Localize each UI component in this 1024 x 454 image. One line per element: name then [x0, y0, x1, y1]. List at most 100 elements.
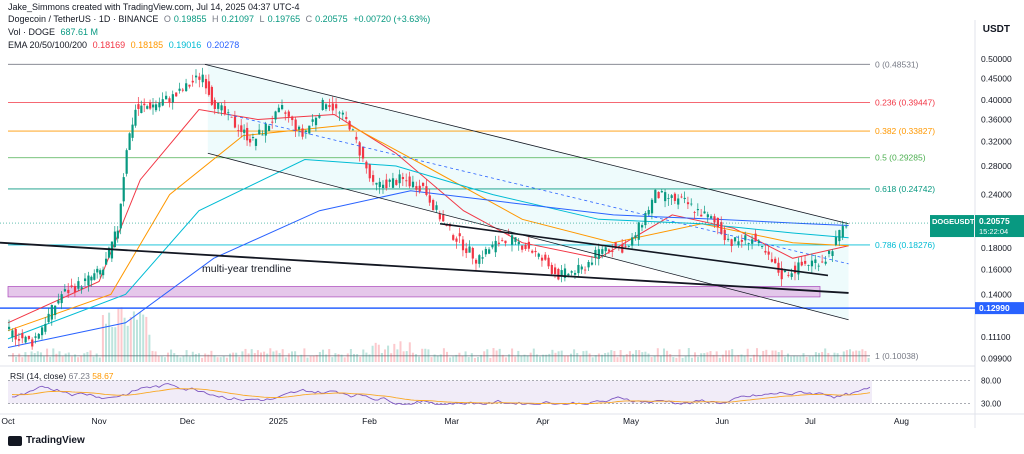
volume-bar	[706, 352, 709, 362]
volume-bar	[170, 349, 173, 362]
volume-bar	[539, 356, 541, 362]
candle-body	[8, 326, 11, 330]
candle-body	[573, 272, 577, 275]
volume-bar	[780, 350, 783, 362]
volume-bar	[362, 349, 365, 362]
candle-body	[627, 246, 630, 248]
volume-bar	[368, 354, 371, 362]
candle-body	[93, 273, 96, 280]
volume-bar	[331, 357, 334, 362]
volume-bar	[371, 345, 374, 362]
candle-body	[703, 211, 706, 214]
volume-bar	[746, 348, 749, 362]
volume-bar	[89, 350, 92, 362]
candle-body	[104, 258, 108, 265]
volume-bar	[799, 356, 802, 362]
volume-bar	[687, 348, 690, 362]
volume-bar	[182, 355, 185, 362]
candle-body	[474, 259, 478, 264]
candle-body	[494, 240, 497, 253]
candle-body	[471, 247, 474, 259]
candle-body	[411, 181, 415, 188]
volume-bar	[300, 354, 303, 362]
volume-bar	[576, 353, 579, 362]
volume-bar	[384, 349, 386, 362]
volume-bar	[176, 355, 179, 362]
volume-bar	[582, 351, 585, 362]
channel-upper-line	[204, 64, 849, 225]
time-tick-label: Aug	[894, 416, 909, 426]
volume-bar	[622, 355, 625, 362]
volume-bar	[796, 356, 799, 362]
ema-label[interactable]: EMA 20/50/100/200	[8, 40, 88, 50]
candle-body	[284, 112, 287, 114]
tradingview-logo[interactable]: TradingView	[8, 435, 85, 446]
candle-body	[67, 289, 70, 294]
candle-body	[667, 198, 670, 199]
candle-body	[210, 86, 213, 105]
price-tick-label: 0.16000	[981, 265, 1012, 275]
volume-bar	[250, 349, 253, 362]
candle-body	[40, 327, 44, 336]
candle-body	[841, 226, 844, 238]
time-tick-label: May	[623, 416, 640, 426]
volume-bar	[737, 355, 740, 362]
candle-body	[831, 251, 834, 257]
volume-bar	[818, 352, 820, 362]
volume-bar	[225, 357, 228, 362]
trendline-annotation: multi-year trendline	[202, 263, 291, 275]
volume-bar	[24, 352, 27, 362]
volume-bar	[238, 356, 241, 362]
candle-body	[706, 214, 709, 218]
volume-bar	[95, 353, 98, 362]
candle-body	[134, 109, 137, 126]
volume-bar	[427, 349, 430, 362]
open-value: 0.19855	[173, 14, 207, 24]
candle-body	[131, 124, 134, 138]
fib-level-label: 0.618 (0.24742)	[875, 184, 935, 194]
volume-bar	[179, 357, 182, 362]
volume-bar	[194, 353, 197, 362]
ema50-line	[7, 124, 849, 332]
ema200-value: 0.20278	[206, 40, 240, 50]
volume-bar	[334, 353, 337, 362]
candle-body	[524, 244, 527, 249]
candle-body	[107, 247, 111, 258]
volume-bar	[718, 357, 721, 362]
volume-bar	[61, 356, 64, 362]
volume-bar	[526, 355, 529, 362]
volume-bar	[607, 352, 610, 362]
symbol-title[interactable]: Dogecoin / TetherUS · 1D · BINANCE	[8, 14, 159, 24]
candle-body	[716, 217, 719, 228]
candle-body	[122, 177, 125, 202]
candle-body	[388, 179, 391, 182]
candle-body	[570, 271, 573, 273]
candle-body	[807, 265, 810, 266]
candle-body	[24, 336, 27, 343]
volume-bar	[52, 348, 55, 362]
volume-bar	[167, 352, 169, 362]
candle-body	[761, 246, 764, 247]
volume-label[interactable]: Vol · DOGE	[8, 27, 56, 37]
candle-body	[230, 116, 233, 118]
candle-body	[63, 289, 67, 292]
candle-body	[478, 255, 481, 264]
candle-body	[827, 250, 831, 254]
volume-bar	[64, 353, 67, 362]
candle-body	[345, 117, 348, 120]
support-price-value: 0.12990	[979, 303, 1010, 313]
volume-bar	[142, 314, 145, 362]
candle-body	[251, 137, 255, 139]
volume-bar	[74, 354, 76, 362]
candle-body	[213, 99, 216, 110]
candle-body	[547, 257, 550, 267]
candle-body	[700, 214, 703, 217]
candle-body	[368, 164, 371, 179]
candle-body	[37, 333, 40, 339]
volume-bar	[495, 350, 498, 362]
volume-bar	[318, 352, 321, 362]
candle-body	[351, 129, 355, 131]
candle-body	[188, 84, 191, 87]
candle-body	[96, 268, 99, 273]
